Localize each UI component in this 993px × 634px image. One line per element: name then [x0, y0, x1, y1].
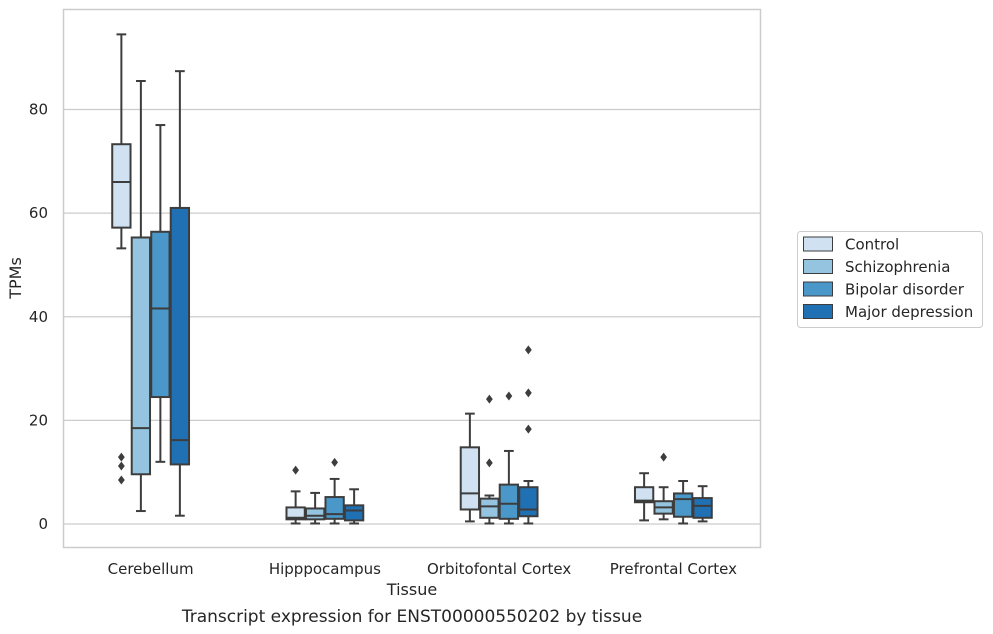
outlier-point — [118, 475, 125, 485]
iqr-box — [150, 230, 171, 399]
box-control — [111, 33, 132, 485]
y-tick-label: 20 — [29, 411, 48, 429]
outlier-point — [486, 458, 493, 468]
outlier-point — [525, 424, 532, 434]
outlier-point — [486, 394, 493, 404]
y-tick-label: 80 — [29, 101, 48, 119]
legend-swatch — [803, 236, 833, 252]
legend: Control Schizophrenia Bipolar disorder Majo… — [797, 231, 983, 328]
box-control — [459, 412, 481, 523]
box-bipolar-disorder — [498, 391, 520, 525]
box-major-depression — [692, 485, 713, 523]
box-control — [285, 465, 306, 525]
outlier-point — [118, 461, 125, 471]
y-tick-label: 0 — [38, 515, 48, 533]
y-tick-label: 60 — [29, 204, 48, 222]
iqr-box — [459, 446, 481, 511]
iqr-box — [130, 236, 152, 476]
box-schizophrenia — [653, 452, 674, 521]
iqr-box — [518, 486, 539, 518]
x-axis-label: Tissue — [386, 580, 437, 599]
box-schizophrenia — [304, 491, 326, 525]
box-bipolar-disorder — [150, 124, 171, 463]
plot-boxes — [111, 33, 713, 525]
legend-swatch — [803, 304, 833, 319]
x-tick-label: Prefrontal Cortex — [610, 560, 737, 578]
x-tick-label: Cerebellum — [108, 560, 194, 578]
iqr-box — [672, 492, 694, 518]
x-tick-label: Orbitofontal Cortex — [427, 560, 571, 578]
box-schizophrenia — [130, 80, 152, 513]
legend-swatch — [803, 281, 833, 297]
box-major-depression — [518, 345, 539, 525]
iqr-box — [285, 506, 306, 521]
outlier-point — [525, 388, 532, 398]
outlier-point — [118, 452, 125, 462]
y-tick-label: 40 — [29, 308, 48, 326]
outlier-point — [331, 457, 338, 467]
outlier-point — [292, 465, 299, 475]
box-schizophrenia — [479, 394, 500, 525]
box-bipolar-disorder — [324, 457, 345, 525]
legend-label: Schizophrenia — [845, 258, 950, 276]
legend-frame — [797, 231, 983, 328]
chart-title: Transcript expression for ENST0000055020… — [181, 607, 642, 627]
x-tick-label: Hipppocampus — [269, 560, 381, 578]
outlier-point — [660, 452, 667, 462]
legend-swatch — [803, 259, 833, 274]
legend-label: Control — [845, 236, 899, 254]
iqr-box — [633, 486, 655, 504]
outlier-point — [525, 345, 532, 355]
box-major-depression — [169, 70, 191, 517]
x-axis-ticks: Cerebellum Hipppocampus Orbitofontal Corte… — [108, 560, 737, 578]
iqr-box — [111, 143, 132, 229]
plot-area-frame — [62, 8, 762, 549]
y-axis-ticks: 0 20 40 60 80 — [29, 101, 48, 534]
iqr-box — [324, 496, 345, 520]
box-control — [633, 472, 655, 522]
box-major-depression — [343, 488, 365, 525]
iqr-box — [304, 507, 326, 521]
box-bipolar-disorder — [672, 479, 694, 525]
iqr-box — [169, 206, 191, 466]
legend-label: Major depression — [845, 303, 973, 321]
iqr-box — [498, 483, 520, 520]
iqr-box — [479, 497, 500, 519]
legend-label: Bipolar disorder — [845, 281, 965, 299]
iqr-box — [343, 504, 365, 522]
iqr-box — [692, 497, 713, 519]
y-axis-label: TPMs — [6, 257, 25, 300]
outlier-point — [505, 391, 513, 401]
